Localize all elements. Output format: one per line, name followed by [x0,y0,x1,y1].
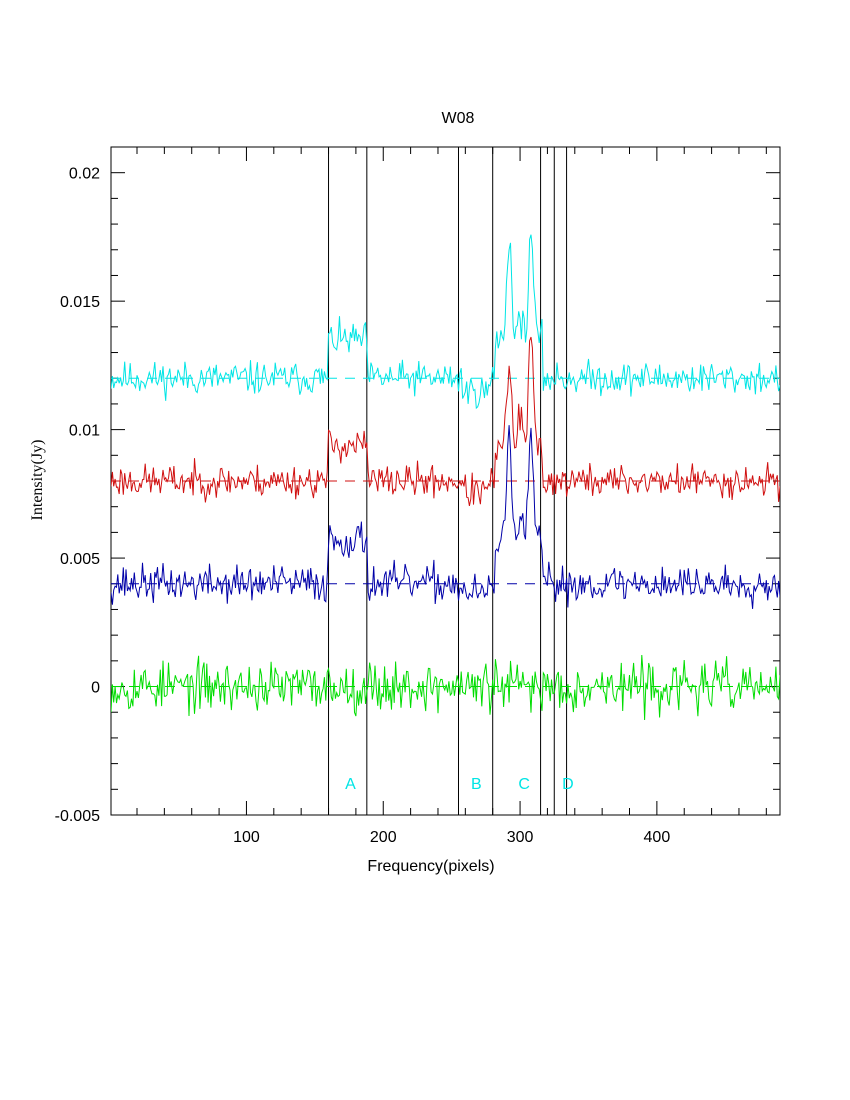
y-tick-label: 0.01 [69,423,100,440]
y-tick-label: 0.02 [69,166,100,183]
region-label-b: B [471,776,482,793]
region-label-a: A [345,776,356,793]
y-tick-label: 0.005 [60,551,100,568]
y-tick-label: -0.005 [55,808,100,825]
chart-title: W08 [442,110,475,127]
series-line-0 [111,234,780,410]
plot-area: 100 200 300 400 -0.005 0 0.005 0.01 0.015 0.02 A B C… [55,146,781,846]
x-tick-label: 200 [370,829,397,846]
y-tick-label: 0 [91,680,100,697]
x-tick-label: 300 [507,829,534,846]
series-line-3 [111,654,780,721]
series-line-2 [111,425,780,609]
plot-frame [110,146,781,816]
x-axis-label: Frequency(pixels) [367,858,494,875]
region-label-d: D [562,776,574,793]
series-line-1 [111,336,780,506]
y-tick-label: 0.015 [60,294,100,311]
y-axis-label: Intensity(Jy) [29,440,46,521]
x-tick-label: 100 [233,829,260,846]
x-tick-label: 400 [644,829,671,846]
region-label-c: C [518,776,530,793]
